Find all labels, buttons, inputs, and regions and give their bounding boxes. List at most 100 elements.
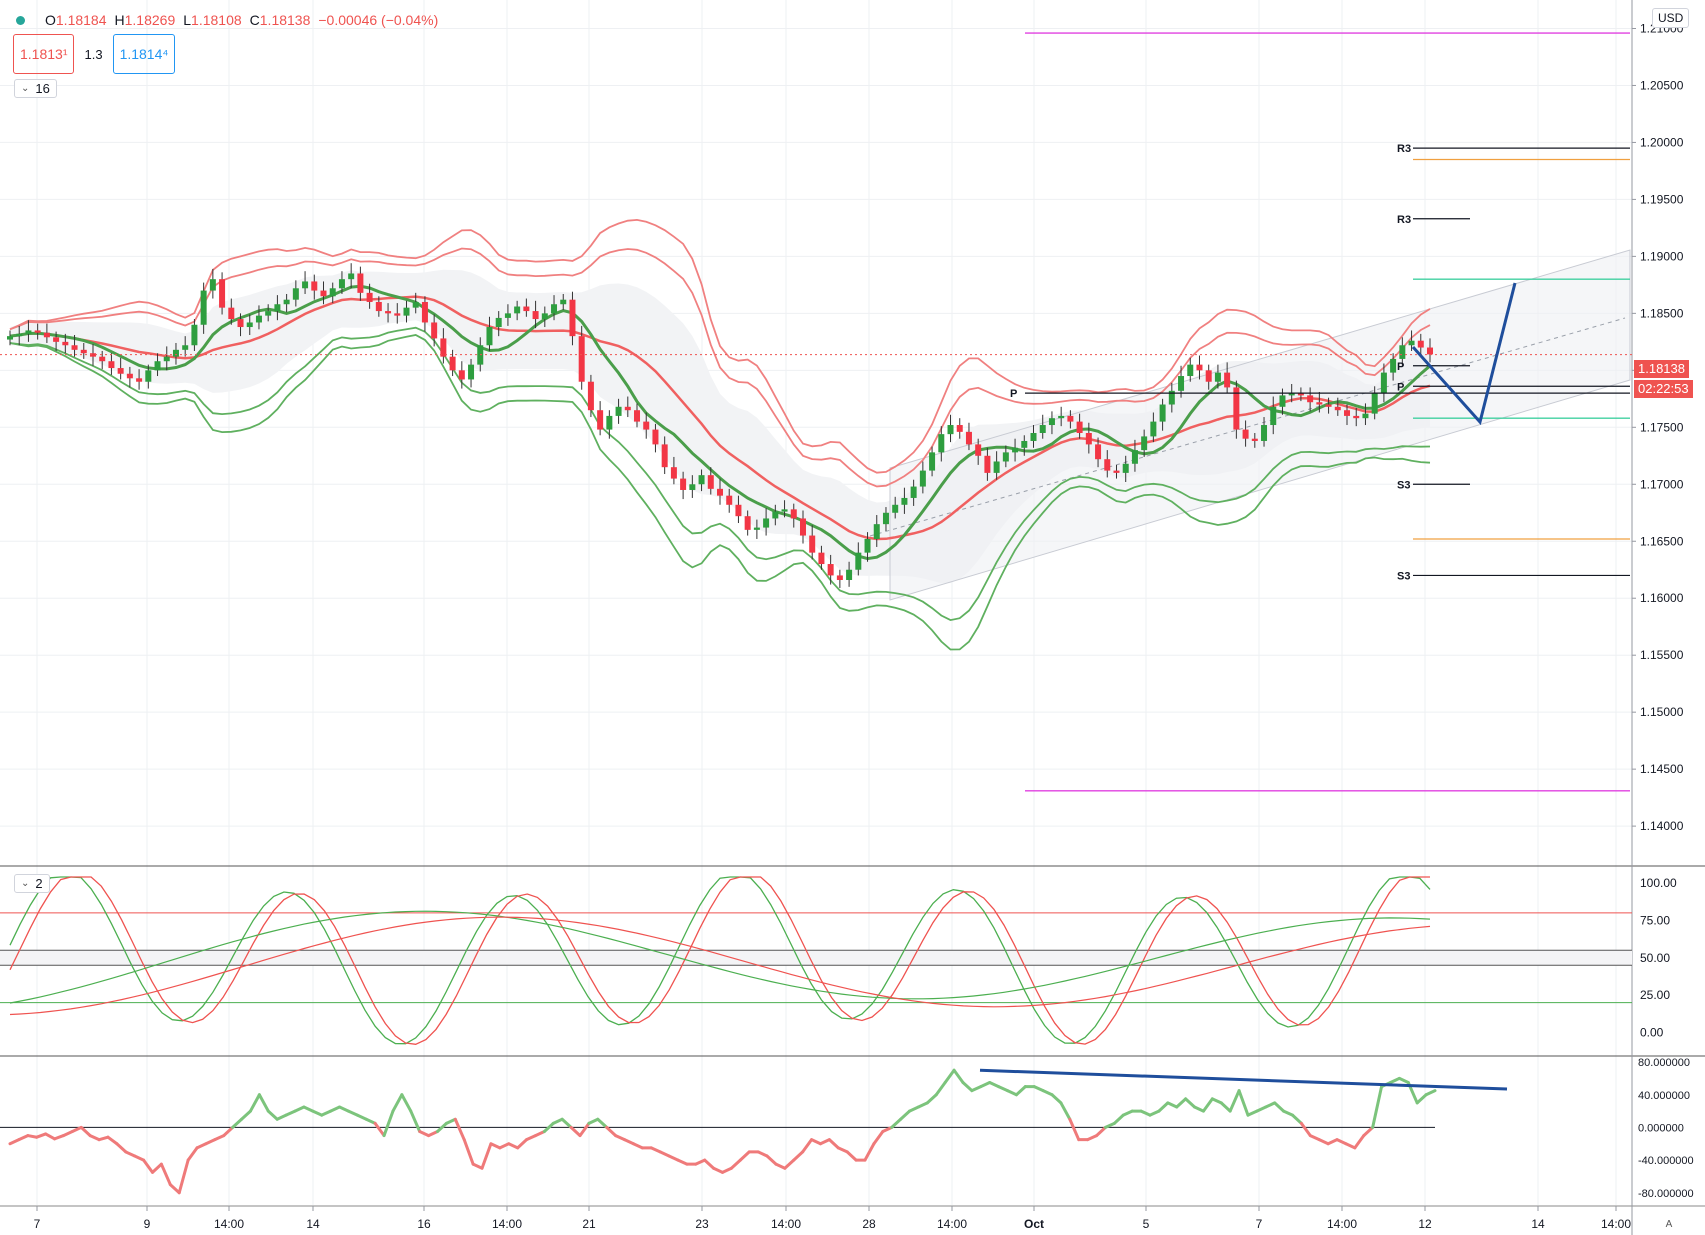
candle-body xyxy=(1224,372,1231,388)
momentum-segment xyxy=(934,1081,947,1097)
candle-body xyxy=(523,306,530,312)
momentum-segment xyxy=(195,1142,208,1150)
momentum-segment xyxy=(1157,1101,1170,1113)
momentum-segment xyxy=(1255,1105,1268,1113)
momentum-segment xyxy=(302,1105,315,1113)
momentum-segment xyxy=(1219,1101,1232,1113)
candle-body xyxy=(1399,345,1406,359)
momentum-segment xyxy=(676,1158,689,1166)
momentum-segment xyxy=(1210,1097,1223,1105)
candle-body xyxy=(975,444,982,456)
momentum-segment xyxy=(436,1121,448,1133)
candle-body xyxy=(1233,387,1240,430)
candle-body xyxy=(1178,376,1185,391)
candle-body xyxy=(514,306,521,314)
candle-body xyxy=(1214,372,1221,382)
price-tick-label: 1.16500 xyxy=(1640,534,1684,548)
momentum-segment xyxy=(1317,1138,1330,1146)
candle-body xyxy=(947,425,954,435)
candle-body xyxy=(615,406,622,416)
candle-body xyxy=(938,434,945,453)
candle-body xyxy=(25,330,32,334)
pivot-label: S3 xyxy=(1397,479,1410,491)
price-tick-label: 1.15000 xyxy=(1640,705,1684,719)
momentum-segment xyxy=(605,1125,618,1138)
momentum-segment xyxy=(1388,1076,1401,1084)
candle-body xyxy=(1104,459,1111,471)
momentum-segment xyxy=(222,1125,235,1138)
pivot-label: P xyxy=(1010,388,1017,400)
candle-body xyxy=(809,535,816,553)
momentum-segment xyxy=(667,1154,680,1162)
candle-body xyxy=(643,421,650,430)
momentum-segment xyxy=(1014,1085,1027,1097)
bollinger-band xyxy=(9,247,1431,488)
momentum-segment xyxy=(516,1138,529,1150)
time-tick-label: Oct xyxy=(1024,1217,1044,1231)
candle-body xyxy=(71,345,78,350)
stoch-pane-count: 2 xyxy=(35,876,43,891)
time-tick-label: 14:00 xyxy=(214,1217,244,1231)
candle-body xyxy=(375,301,382,312)
candle-body xyxy=(882,512,889,525)
pivot-label: R3 xyxy=(1397,143,1411,155)
momentum-segment xyxy=(204,1138,217,1146)
time-tick-label: 14:00 xyxy=(937,1217,967,1231)
sell-button[interactable]: 1.1813¹ xyxy=(13,34,75,74)
momentum-segment xyxy=(925,1093,938,1105)
candle-body xyxy=(1242,429,1249,439)
auto-scale-button[interactable]: A xyxy=(1665,1219,1673,1230)
candle-body xyxy=(99,356,106,362)
momentum-segment xyxy=(1112,1113,1125,1125)
momentum-segment xyxy=(79,1125,92,1138)
candle-body xyxy=(1085,433,1092,445)
buy-button[interactable]: 1.1814⁴ xyxy=(112,34,176,74)
momentum-segment xyxy=(444,1117,457,1125)
candle-body xyxy=(661,444,668,468)
candle-body xyxy=(1353,415,1360,419)
candle-body xyxy=(1187,364,1194,377)
open-value: 1.18184 xyxy=(55,12,107,28)
candle-body xyxy=(62,341,69,346)
pivot-label: S3 xyxy=(1397,570,1410,582)
momentum-segment xyxy=(275,1113,288,1121)
candle-body xyxy=(329,288,336,297)
momentum-segment xyxy=(560,1117,573,1129)
time-tick-label: 14:00 xyxy=(771,1217,801,1231)
candle-body xyxy=(136,378,143,382)
momentum-segment xyxy=(115,1142,128,1154)
candle-body xyxy=(394,313,401,316)
price-tick-label: 1.19500 xyxy=(1640,192,1684,206)
momentum-segment xyxy=(151,1162,163,1174)
momentum-segment xyxy=(1139,1109,1152,1117)
momentum-segment xyxy=(1184,1097,1197,1109)
momentum-segment xyxy=(1397,1076,1410,1084)
time-tick-label: 16 xyxy=(417,1217,431,1231)
candle-body xyxy=(182,345,189,350)
momentum-segment xyxy=(26,1134,39,1139)
main-pane-collapse-button[interactable]: ⌄ 16 xyxy=(14,79,57,98)
green-moving-average xyxy=(9,284,1431,561)
momentum-segment xyxy=(453,1117,466,1142)
ohlc-legend: O1.18184 H1.18269 L1.18108 C1.18138 −0.0… xyxy=(16,8,438,32)
momentum-segment xyxy=(890,1117,903,1129)
momentum-segment xyxy=(507,1142,520,1150)
momentum-segment xyxy=(551,1117,564,1125)
currency-badge[interactable]: USD xyxy=(1652,8,1690,28)
momentum-segment xyxy=(525,1134,537,1142)
momentum-segment xyxy=(631,1142,644,1150)
candle-body xyxy=(403,307,410,316)
candle-body xyxy=(1131,450,1138,464)
candle-body xyxy=(873,524,880,539)
momentum-segment xyxy=(694,1158,707,1166)
momentum-segment xyxy=(1308,1134,1321,1142)
momentum-segment xyxy=(418,1130,431,1138)
stoch-pane-collapse-button[interactable]: ⌄ 2 xyxy=(14,874,50,893)
momentum-segment xyxy=(908,1105,920,1113)
candle-body xyxy=(1113,470,1120,473)
candle-body xyxy=(1150,421,1157,437)
momentum-segment xyxy=(97,1135,110,1142)
candle-body xyxy=(1261,425,1268,441)
momentum-segment xyxy=(614,1134,627,1142)
